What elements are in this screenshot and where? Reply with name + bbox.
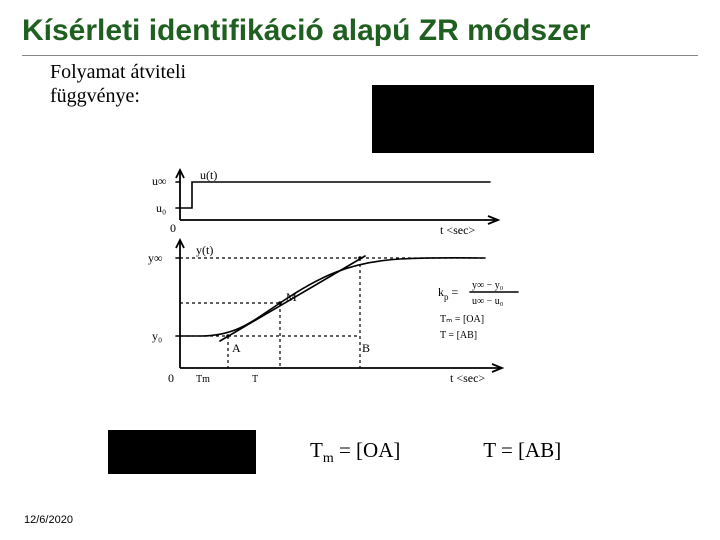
upper-xaxis-label: t <sec> (440, 223, 475, 237)
svg-text:u∞ − u₀: u∞ − u₀ (472, 296, 504, 307)
Tm-axis-label: Tm (196, 374, 210, 385)
formula-T: T = [AB] (483, 438, 561, 462)
svg-text:y∞ − y₀: y∞ − y₀ (472, 280, 504, 291)
slide-title: Kísérleti identifikáció alapú ZR módszer (22, 14, 698, 56)
lower-plot: y∞ y₀ y(t) M A B 0 Tm T t <sec> kp = y∞ … (148, 240, 518, 385)
M-label: M (286, 290, 297, 304)
u0-label: u₀ (156, 201, 166, 215)
upper-plot: u∞ u₀ u(t) 0 t <sec> (152, 168, 498, 237)
svg-text:T = [AB]: T = [AB] (440, 330, 477, 341)
yt-label: y(t) (196, 243, 213, 257)
redacted-formula-box (372, 85, 594, 153)
formula-row: Tm = [OA] T = [AB] (310, 438, 561, 467)
svg-text:kp =: kp = (438, 285, 459, 302)
uinf-label: u∞ (152, 174, 167, 188)
side-kp-notes: kp = y∞ − y₀ u∞ − u₀ Tₘ = [OA] T = [AB] (438, 280, 518, 341)
T-axis-label: T (252, 374, 258, 385)
y0-label: y₀ (152, 329, 162, 343)
lower-xaxis-label: t <sec> (450, 371, 485, 385)
subtitle-line1: Folyamat átviteli (50, 61, 186, 83)
upper-origin: 0 (170, 221, 176, 235)
ut-label: u(t) (200, 168, 217, 182)
yinf-label: y∞ (148, 251, 163, 265)
B-label: B (362, 341, 370, 355)
formula-Tm: Tm = [OA] (310, 438, 400, 467)
step-response-diagram: u∞ u₀ u(t) 0 t <sec> (140, 168, 580, 408)
slide-date: 12/6/2020 (24, 514, 73, 526)
redacted-kp-box (108, 430, 256, 474)
lower-origin: 0 (168, 371, 174, 385)
A-label: A (232, 341, 241, 355)
subtitle-line2: függvénye: (50, 85, 140, 107)
svg-text:Tₘ = [OA]: Tₘ = [OA] (440, 314, 484, 325)
